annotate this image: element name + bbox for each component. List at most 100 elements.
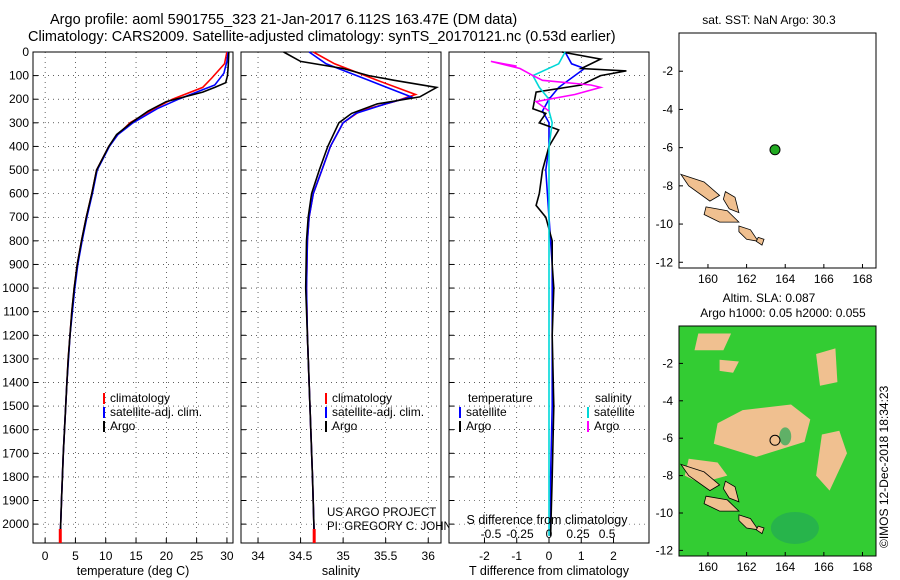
x-tick-label: 0 xyxy=(42,549,49,563)
depth-tick-label: 1600 xyxy=(2,423,29,437)
legend-entry: Argo xyxy=(466,419,492,433)
map-x-tick-label: 160 xyxy=(698,272,718,286)
series-line-argo xyxy=(59,51,230,536)
x-axis-label: T difference from climatology xyxy=(469,564,630,578)
depth-tick-label: 1000 xyxy=(2,281,29,295)
depth-tick-label: 600 xyxy=(9,187,29,201)
map-x-tick-label: 168 xyxy=(852,560,872,574)
map-x-tick-label: 164 xyxy=(775,560,795,574)
map-y-tick-label: -8 xyxy=(662,179,673,193)
legend-entry: satellite xyxy=(466,405,507,419)
imos-timestamp: ©IMOS 12-Dec-2018 18:34:23 xyxy=(877,385,891,548)
x-tick-label: 20 xyxy=(160,549,174,563)
map-x-tick-label: 168 xyxy=(852,272,872,286)
map-y-tick-label: -12 xyxy=(656,543,674,557)
x-tick-label: 36 xyxy=(422,549,436,563)
sla-anomaly-patch xyxy=(719,359,739,373)
argo-location-marker xyxy=(769,434,781,446)
x-tick-label: 35 xyxy=(336,549,350,563)
depth-tick-label: 700 xyxy=(9,210,29,224)
x2-tick-label: -0.25 xyxy=(506,527,534,541)
legend-title-temperature: temperature xyxy=(468,391,533,405)
legend-title-salinity: salinity xyxy=(595,391,632,405)
island-shape xyxy=(722,190,740,214)
depth-tick-label: 1100 xyxy=(3,305,29,319)
salinity-panel-frame xyxy=(240,51,442,544)
map-x-tick-label: 164 xyxy=(775,272,795,286)
x2-tick-label: 0.25 xyxy=(566,527,590,541)
island-shape xyxy=(722,480,740,503)
map-x-tick-label: 166 xyxy=(814,272,834,286)
depth-tick-label: 200 xyxy=(9,92,29,106)
map-x-tick-label: 162 xyxy=(737,272,757,286)
sla-map-subtitle: Argo h1000: 0.05 h2000: 0.055 xyxy=(700,306,866,320)
sla-low-region xyxy=(779,427,792,446)
legend-entry: climatology xyxy=(110,391,170,405)
x-tick-label: 34.5 xyxy=(289,549,313,563)
x2-tick-label: 0 xyxy=(546,527,553,541)
legend-entry: Argo xyxy=(110,419,136,433)
legend-entry: Argo xyxy=(594,419,620,433)
annotation-project: US ARGO PROJECT xyxy=(327,507,436,519)
map-y-tick-label: -8 xyxy=(662,469,673,483)
series-line-argo xyxy=(283,51,440,536)
x-tick-label: 35.5 xyxy=(374,549,398,563)
map-y-tick-label: -4 xyxy=(662,394,673,408)
island-shape xyxy=(755,525,765,535)
island-shape xyxy=(738,225,760,242)
island-shape xyxy=(738,514,760,531)
depth-tick-label: 1500 xyxy=(2,399,29,413)
depth-tick-label: 1200 xyxy=(2,328,29,342)
annotation-pi: PI: GREGORY C. JOHNSON xyxy=(327,521,477,533)
depth-tick-label: 1300 xyxy=(2,352,29,366)
sla-anomaly-patch xyxy=(816,430,847,491)
x-tick-label: 0 xyxy=(546,549,553,563)
depth-tick-label: 900 xyxy=(9,257,29,271)
map-y-tick-label: -2 xyxy=(662,64,673,78)
depth-tick-label: 1900 xyxy=(2,494,29,508)
map-x-tick-label: 160 xyxy=(698,560,718,574)
title-line-1: Argo profile: aoml 5901755_323 21-Jan-20… xyxy=(50,12,518,28)
map-y-tick-label: -4 xyxy=(662,102,673,116)
map-y-tick-label: -10 xyxy=(656,217,674,231)
depth-tick-label: 1700 xyxy=(2,446,29,460)
sla-anomaly-patch xyxy=(694,333,732,351)
map-y-tick-label: -12 xyxy=(656,255,674,269)
map-y-tick-label: -6 xyxy=(662,431,673,445)
x-tick-label: 15 xyxy=(129,549,143,563)
island-shape xyxy=(755,236,765,246)
map-x-tick-label: 162 xyxy=(737,560,757,574)
depth-tick-label: 1800 xyxy=(2,470,29,484)
x2-tick-label: 0.5 xyxy=(599,527,616,541)
island-shape xyxy=(703,206,740,223)
depth-tick-label: 2000 xyxy=(2,517,29,531)
x-tick-label: 34 xyxy=(251,549,265,563)
depth-tick-label: 1400 xyxy=(2,375,29,389)
depth-tick-label: 300 xyxy=(9,116,29,130)
x-axis-label: temperature (deg C) xyxy=(77,564,190,578)
title-line-2: Climatology: CARS2009. Satellite-adjuste… xyxy=(28,29,616,45)
series-line-s-argo xyxy=(490,60,604,112)
sla-low-region xyxy=(770,511,819,544)
legend-entry: climatology xyxy=(332,391,392,405)
x-tick-label: -2 xyxy=(479,549,490,563)
x-tick-label: -1 xyxy=(511,549,522,563)
x2-axis-label: S difference from climatology xyxy=(467,513,629,527)
x-tick-label: 30 xyxy=(220,549,234,563)
map-x-tick-label: 166 xyxy=(814,560,834,574)
island-shape xyxy=(679,463,721,492)
temperature-panel-frame xyxy=(32,51,234,544)
map-y-tick-label: -6 xyxy=(662,141,673,155)
depth-tick-label: 500 xyxy=(9,163,29,177)
series-line-s-satellite xyxy=(531,51,566,536)
x-tick-label: 25 xyxy=(190,549,204,563)
x-tick-label: 5 xyxy=(72,549,79,563)
legend-entry: satellite-adj. clim. xyxy=(332,405,424,419)
map-y-tick-label: -10 xyxy=(656,506,674,520)
x-axis-label: salinity xyxy=(322,564,361,578)
map-y-tick-label: -2 xyxy=(662,356,673,370)
argo-location-marker xyxy=(769,144,781,156)
x-tick-label: 10 xyxy=(99,549,113,563)
x-tick-label: 2 xyxy=(610,549,617,563)
